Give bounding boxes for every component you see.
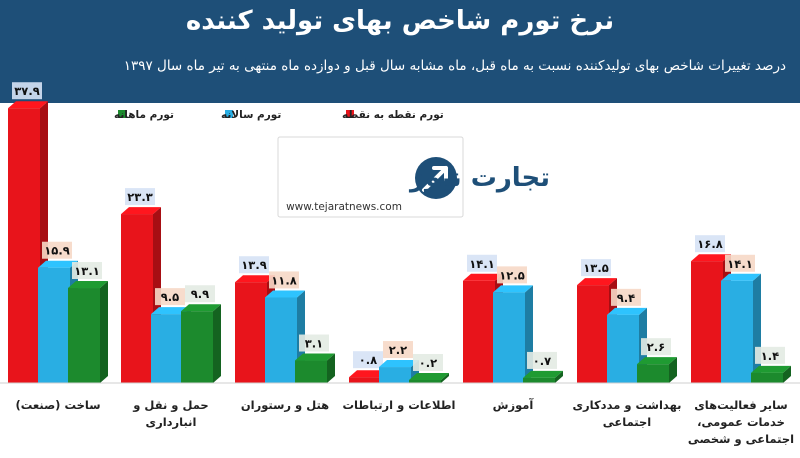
data-label: ۲.۶ [647,340,665,354]
legend-swatch [225,110,233,118]
bar-monthly: ۰.۲ [409,354,449,383]
bar-monthly: ۳.۱ [295,334,335,383]
data-label: ۱.۴ [761,349,779,363]
data-label-box [527,351,557,369]
bar-monthly: ۲.۶ [637,338,677,383]
data-label: ۲۳.۳ [127,190,152,204]
data-label: ۱۴.۱ [469,257,494,271]
logo-url: www.tejaratnews.com [286,201,402,213]
data-label: ۱۵.۹ [44,244,69,258]
logo-name: تجارت نیوز [408,163,550,193]
data-label-box [155,288,185,306]
data-label-box [185,285,215,303]
data-label-box [581,259,611,277]
category-labels: ساخت (صنعت) حمل و نقل و انبارداری هتل و رست… [15,398,794,447]
data-label-box [725,254,755,272]
data-label-box [239,256,269,274]
data-label: ۹.۴ [617,291,635,305]
data-label: ۰.۲ [419,356,437,370]
data-label: ۹.۵ [161,290,179,304]
data-label: ۱۲.۵ [499,268,524,282]
category-label: اطلاعات و ارتباطات [343,398,456,413]
data-label: ۰.۷ [533,354,551,368]
legend-label: تورم نقطه به نقطه [342,109,444,121]
bars: ۳۷.۹ ۱۵.۹ ۱۳.۱ ۲۳.۳ ۹.۵ ۹.۹ ۱۳.۹ ۱۱.۸ ۳.۱ ۰.۸ ۲.۲ ۰… [8,82,791,383]
data-label: ۱۶.۸ [697,237,722,251]
data-label-box [641,338,671,356]
data-label: ۰.۸ [359,353,377,367]
data-label-box [299,334,329,352]
data-label: ۳۷.۹ [14,84,39,98]
legend: تورم نقطه به نقطه تورم سالانه تورم ماهانه [114,109,444,121]
bar-monthly: ۱۳.۱ [68,262,108,383]
category-label: حمل و نقل و انبارداری [132,398,208,429]
bar-annual: ۹.۵ [151,288,191,383]
data-label-box [72,262,102,280]
data-label: ۱۳.۱ [74,264,99,278]
data-label: ۱۳.۹ [241,258,266,272]
category-label: ساخت (صنعت) [15,398,100,412]
data-label-box [125,188,155,206]
data-label: ۱۱.۸ [271,273,296,287]
category-label: سایر فعالیت‌های خدمات عمومی، اجتماعی و شخص… [688,398,794,447]
legend-swatch [346,110,354,118]
data-label-box [497,266,527,284]
bar-annual: ۱۱.۸ [265,271,305,383]
logo: تجارت نیوز www.tejaratnews.com [277,136,550,218]
legend-label: تورم ماهانه [114,109,174,121]
category-label: بهداشت و مددکاری اجتماعی [573,398,682,429]
data-label-box [269,271,299,289]
data-label-box [755,346,785,364]
data-label: ۹.۹ [191,287,209,301]
data-label: ۱۳.۵ [583,261,608,275]
legend-label: تورم سالانه [221,109,281,121]
data-label-box [12,82,42,100]
data-label-box [353,351,383,369]
data-label-box [413,354,443,371]
bar-point-to-point: ۱۳.۵ [577,259,617,383]
chart-title: نرخ تورم شاخص بهای تولید کننده [185,6,615,36]
bar-monthly: ۰.۷ [523,351,563,383]
data-label-box [383,341,413,359]
data-label: ۲.۲ [389,343,407,357]
data-label-box [467,254,497,272]
data-label: ۱۴.۱ [727,257,752,271]
header-banner: نرخ تورم شاخص بهای تولید کننده درصد تغیی… [0,0,800,103]
data-label-box [42,241,72,259]
data-label-box [695,235,725,253]
chart-subtitle: درصد تغییرات شاخص بهای تولیدکننده نسبت ب… [123,58,786,74]
category-label: آموزش [493,398,535,413]
category-label: هتل و رستوران [241,398,329,413]
bar-monthly: ۹.۹ [181,285,221,383]
legend-swatch [118,110,126,118]
bar-monthly: ۱.۴ [751,346,791,383]
data-label: ۳.۱ [305,337,323,351]
data-label-box [611,288,641,306]
